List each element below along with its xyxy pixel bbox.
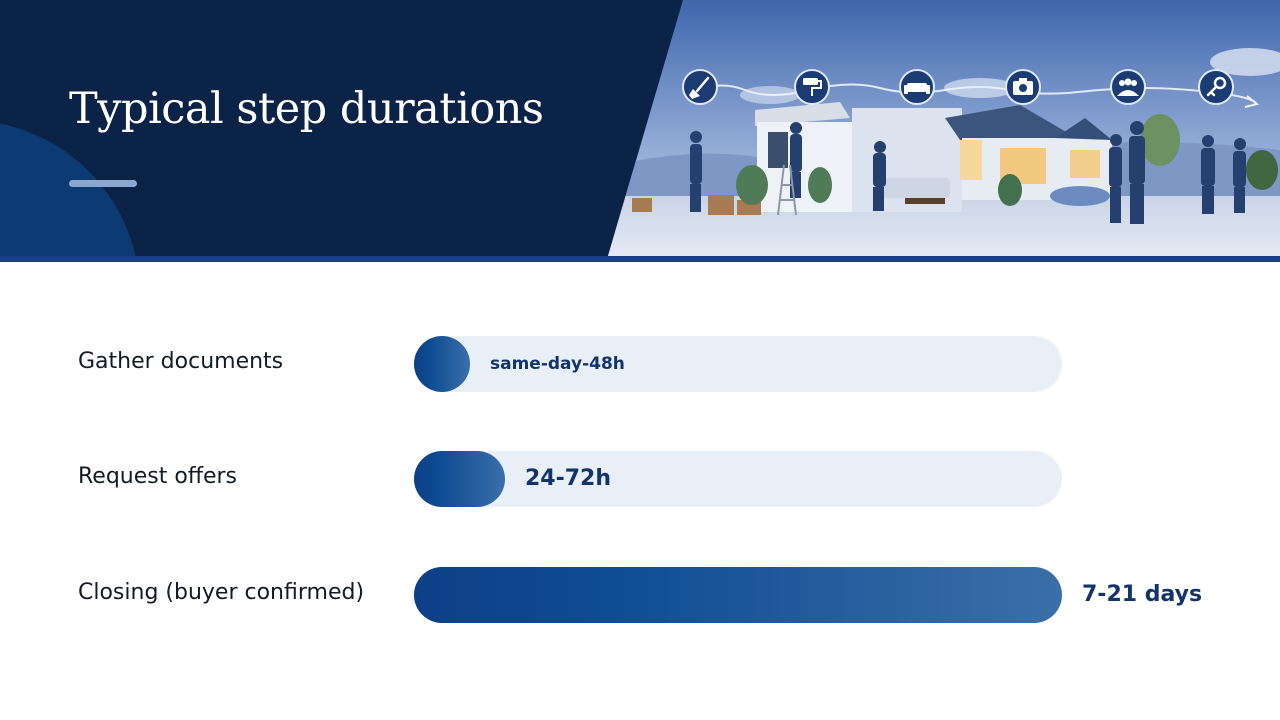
category-label: Gather documents (78, 349, 284, 374)
data-label: same-day-48h (490, 354, 625, 374)
page-title: Typical step durations (69, 84, 544, 134)
header-bottom-rule (0, 256, 1280, 262)
sofa-icon (899, 69, 935, 105)
bar (414, 336, 470, 392)
bar (414, 567, 1062, 623)
bar-row: Gather documents same-day-48h (0, 336, 1280, 392)
bar-row: Closing (buyer confirmed) 7-21 days (0, 567, 1280, 623)
bar-row: Request offers 24-72h (0, 451, 1280, 507)
home-preparation-illustration (608, 0, 1280, 256)
key-icon (1198, 69, 1234, 105)
step-duration-chart: Gather documents same-day-48h Request offe… (0, 262, 1280, 720)
title-underline (69, 180, 137, 187)
bar-track: 24-72h (414, 451, 1062, 507)
paint-roller-icon (794, 69, 830, 105)
bar-track: 7-21 days (414, 567, 1202, 623)
header-banner: Typical step durations (0, 0, 1280, 262)
data-label: 24-72h (525, 466, 612, 491)
bar-track: same-day-48h (414, 336, 1062, 392)
bar (414, 451, 505, 507)
broom-icon (682, 69, 718, 105)
camera-icon (1005, 69, 1041, 105)
category-label: Request offers (78, 464, 238, 489)
category-label: Closing (buyer confirmed) (78, 580, 365, 605)
data-label: 7-21 days (1082, 582, 1203, 607)
people-icon (1110, 69, 1146, 105)
